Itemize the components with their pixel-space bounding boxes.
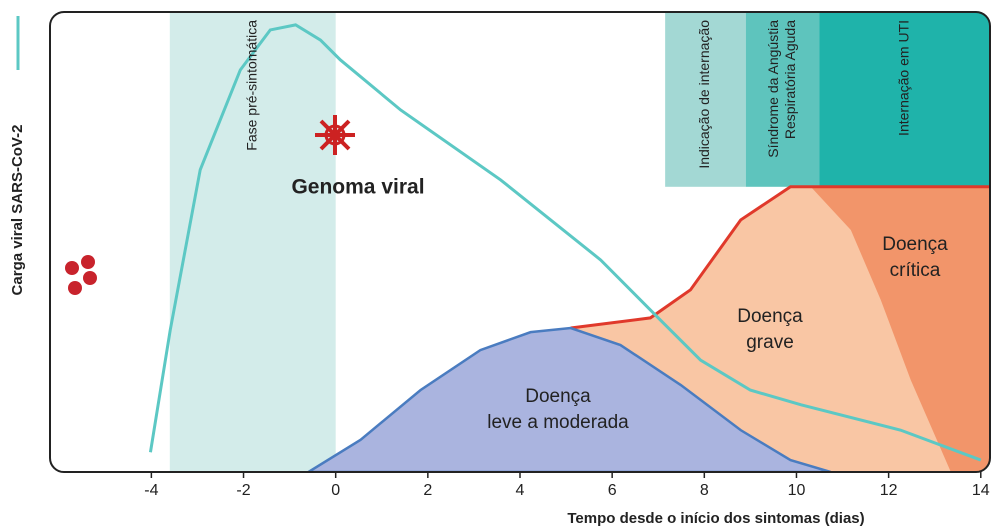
x-tick-label: 14 [972,482,990,499]
x-tick-label: 0 [331,482,340,499]
x-tick-label: 6 [608,482,617,499]
phase-label: Internação em UTI [895,20,911,136]
annotation: Genoma viral [291,176,424,199]
plot-area [148,12,990,472]
area-label: Doença [525,386,591,407]
x-tick-label: 10 [788,482,806,499]
area-label: Doença [737,306,803,327]
x-axis-label: Tempo desde o início dos sintomas (dias) [567,510,864,527]
area-label: crítica [890,260,941,281]
area-label: Doença [882,234,948,255]
phase-band [819,12,990,187]
x-tick-label: 8 [700,482,709,499]
phase-label: Respiratória Aguda [782,20,798,139]
phase-label: Síndrome da Angústia [765,20,781,158]
x-tick-label: 2 [423,482,432,499]
phase-label: Fase pré-sintomática [243,20,259,151]
virus-icon [315,115,355,155]
severe-line [570,185,990,330]
area-label: leve a moderada [487,412,629,433]
phase-band [665,12,746,187]
critical-area [810,186,990,472]
area-label: grave [746,332,794,353]
y-axis-label: Carga viral SARS-CoV-2 [9,125,26,296]
phase-band [169,12,336,472]
x-tick-label: -4 [144,482,158,499]
x-tick-label: 12 [880,482,898,499]
x-tick-label: 4 [516,482,525,499]
viral-line [148,23,982,462]
phase-label: Indicação de internação [696,20,712,169]
mild-area [304,326,831,472]
x-tick-label: -2 [236,482,250,499]
virus-cluster [65,255,97,295]
phase-band [745,12,820,187]
